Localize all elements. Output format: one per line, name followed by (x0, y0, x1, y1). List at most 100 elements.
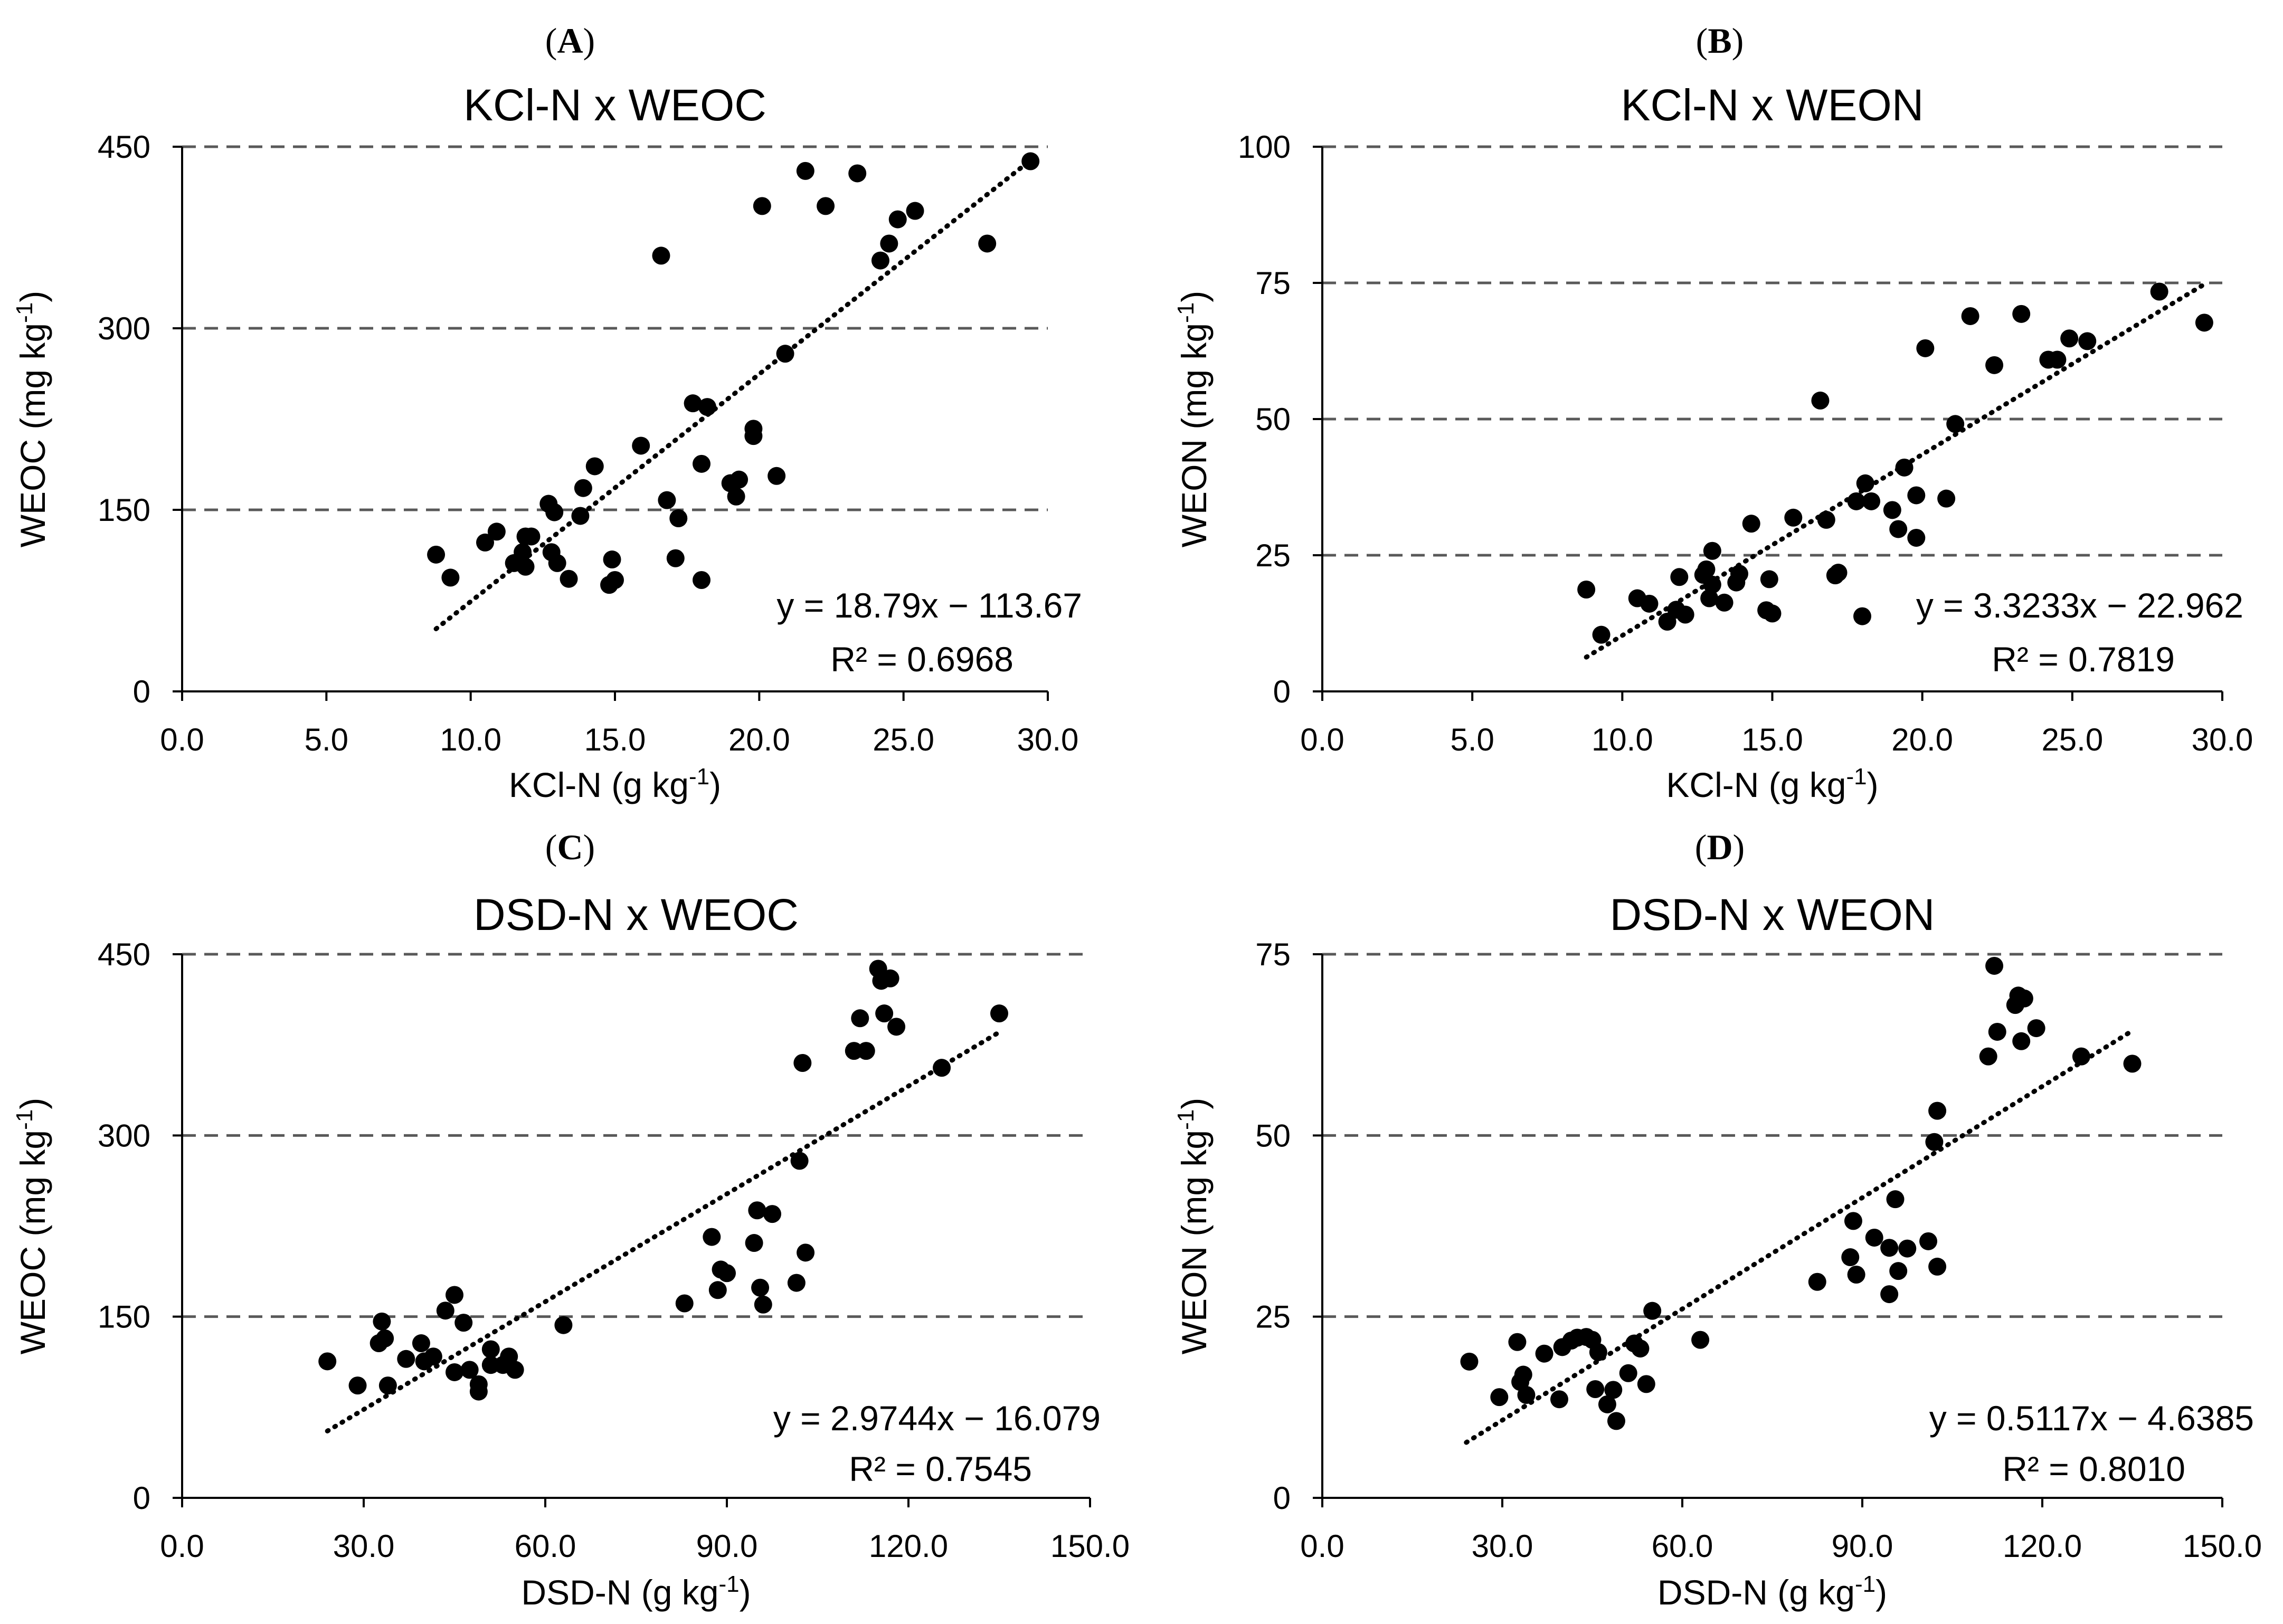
data-point-b-6 (1670, 568, 1689, 586)
data-point-d-7 (1550, 1390, 1568, 1409)
data-point-d-14 (1589, 1343, 1607, 1361)
x-tick-label-a-3: 15.0 (584, 722, 646, 757)
y-tick-label-c-0: 0 (133, 1480, 150, 1516)
data-point-a-40 (871, 251, 889, 270)
data-point-d-26 (1844, 1212, 1862, 1230)
data-point-a-37 (796, 162, 814, 180)
y-tick-label-a-2: 300 (98, 311, 150, 346)
data-point-d-24 (1808, 1272, 1826, 1291)
data-point-d-40 (1988, 1022, 2006, 1041)
chart-title-a: KCl-N x WEOC (463, 80, 766, 130)
data-point-c-21 (506, 1361, 524, 1379)
data-point-c-7 (412, 1334, 430, 1353)
panel-label-c: (C) (545, 827, 595, 867)
data-point-d-13 (1586, 1380, 1605, 1398)
r-squared-a: R² = 0.6968 (830, 640, 1013, 679)
chart-title-c: DSD-N x WEOC (473, 890, 799, 939)
y-tick-label-a-0: 0 (133, 674, 150, 709)
data-point-a-23 (666, 549, 685, 567)
data-point-c-18 (481, 1340, 500, 1359)
data-point-b-32 (1907, 528, 1926, 547)
data-point-d-36 (1928, 1101, 1947, 1120)
data-point-d-46 (2072, 1047, 2090, 1066)
x-tick-label-a-0: 0.0 (160, 722, 204, 757)
data-point-a-14 (571, 507, 590, 525)
y-tick-label-a-1: 150 (98, 492, 150, 528)
data-point-a-35 (768, 467, 786, 485)
data-point-a-36 (776, 345, 794, 363)
x-tick-label-d-2: 60.0 (1652, 1528, 1713, 1564)
data-point-d-37 (1928, 1257, 1947, 1276)
y-tick-label-d-0: 0 (1273, 1480, 1291, 1516)
data-point-d-17 (1607, 1412, 1625, 1430)
x-tick-label-c-2: 60.0 (515, 1528, 576, 1564)
trendline-b (1584, 282, 2207, 660)
x-tick-label-d-4: 120.0 (2003, 1528, 2082, 1564)
x-tick-label-b-4: 20.0 (1891, 722, 1953, 757)
panel-c: (C) DSD-N x WEOC 0 150 300 450 0.0 30.0 60.0 90.0… (12, 827, 1130, 1612)
data-point-c-4 (376, 1329, 394, 1347)
r-squared-b: R² = 0.7819 (1992, 640, 2175, 679)
data-point-b-44 (2150, 282, 2168, 301)
y-tick-label-c-1: 150 (98, 1299, 150, 1335)
data-point-c-27 (718, 1264, 736, 1283)
y-axis-label-c: WEOC (mg kg-1) (12, 1098, 53, 1354)
data-point-d-28 (1865, 1228, 1883, 1247)
trend-equation-c: y = 2.9744x − 16.079 (773, 1399, 1101, 1438)
data-point-a-26 (693, 571, 711, 590)
trend-equation-d: y = 0.5117x − 4.6385 (1929, 1399, 2254, 1438)
data-point-a-6 (516, 557, 535, 576)
data-point-b-3 (1640, 594, 1659, 613)
r-squared-c: R² = 0.7545 (849, 1449, 1032, 1488)
data-point-c-3 (373, 1312, 391, 1331)
data-point-a-41 (880, 234, 898, 253)
x-tick-label-d-3: 90.0 (1832, 1528, 1893, 1564)
data-point-b-19 (1763, 604, 1782, 623)
data-point-d-20 (1631, 1340, 1650, 1358)
data-point-a-27 (693, 454, 711, 473)
panel-a: (A) KCl-N x WEOC 0 150 300 450 0.0 5.0 10.0 15.0 2… (12, 21, 1083, 804)
data-point-c-6 (397, 1350, 415, 1368)
data-point-a-34 (753, 197, 771, 215)
data-point-b-29 (1883, 501, 1901, 519)
data-point-b-20 (1784, 508, 1803, 527)
x-tick-label-b-0: 0.0 (1300, 722, 1344, 757)
data-point-a-24 (669, 509, 688, 528)
x-tick-label-a-1: 5.0 (305, 722, 348, 757)
y-tick-label-d-3: 75 (1255, 937, 1291, 972)
y-tick-label-b-3: 75 (1255, 265, 1291, 301)
data-point-b-11 (1703, 575, 1721, 594)
y-tick-label-c-3: 450 (98, 937, 150, 972)
data-point-b-37 (1961, 307, 1979, 325)
data-point-c-12 (446, 1363, 463, 1381)
data-point-a-42 (888, 210, 907, 229)
trendline-d (1464, 1028, 2135, 1445)
x-tick-label-a-2: 10.0 (440, 722, 501, 757)
y-tick-label-b-0: 0 (1273, 674, 1291, 709)
data-point-a-8 (522, 527, 541, 546)
x-tick-label-c-4: 120.0 (869, 1528, 948, 1564)
data-point-d-33 (1898, 1239, 1917, 1258)
y-axis-label-a: WEOC (mg kg-1) (12, 291, 53, 547)
y-axis-label-b: WEON (mg kg-1) (1173, 291, 1214, 547)
data-point-d-29 (1880, 1239, 1899, 1257)
data-point-c-43 (881, 969, 899, 987)
data-point-b-1 (1592, 625, 1611, 644)
data-point-b-13 (1715, 593, 1733, 612)
x-tick-label-d-0: 0.0 (1300, 1528, 1344, 1564)
trendline-a (433, 158, 1033, 631)
data-point-c-31 (754, 1295, 772, 1314)
panel-label-b: (B) (1696, 21, 1744, 61)
data-point-d-5 (1517, 1385, 1536, 1404)
data-point-b-15 (1730, 565, 1748, 583)
data-point-a-45 (1021, 152, 1040, 170)
data-point-c-9 (424, 1347, 442, 1366)
data-point-d-23 (1691, 1331, 1710, 1349)
data-point-a-19 (606, 571, 624, 590)
data-point-a-20 (632, 436, 650, 455)
data-point-c-44 (887, 1018, 906, 1036)
data-point-b-39 (2012, 305, 2031, 323)
data-point-b-28 (1862, 492, 1881, 510)
x-tick-label-b-6: 30.0 (2192, 722, 2253, 757)
data-point-d-45 (2027, 1019, 2045, 1038)
